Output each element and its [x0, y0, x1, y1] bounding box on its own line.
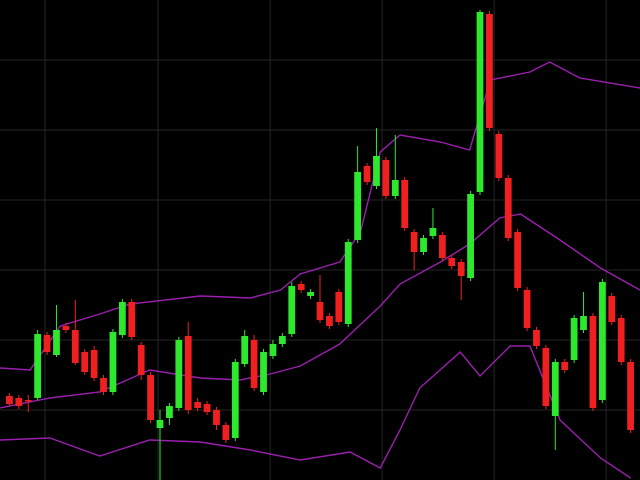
candle-body — [166, 406, 173, 418]
candle-body — [391, 180, 399, 196]
candle-body — [410, 232, 418, 252]
candle-body — [523, 290, 531, 328]
candle-body — [147, 375, 154, 420]
candle-body — [53, 330, 60, 355]
candle-body — [184, 336, 192, 410]
candle-body — [486, 14, 493, 128]
candle-body — [457, 262, 465, 276]
candle-body — [344, 242, 352, 324]
candle-body — [260, 352, 267, 392]
candle-body — [438, 235, 446, 258]
candle-body — [542, 348, 550, 406]
candle-body — [222, 425, 230, 440]
candle-body — [194, 402, 202, 408]
candle-body — [570, 318, 578, 360]
candle-body — [448, 258, 456, 266]
candle-body — [326, 316, 333, 326]
candle-body — [278, 336, 286, 344]
candle-body — [598, 282, 606, 400]
candle-body — [373, 156, 380, 186]
candle-body — [363, 166, 371, 182]
candle-body — [429, 228, 437, 236]
candle-body — [15, 398, 23, 406]
candle-body — [307, 292, 314, 296]
band-line — [0, 345, 631, 479]
candle-body — [128, 302, 136, 337]
candle-body — [213, 410, 220, 425]
candle-body — [316, 302, 324, 320]
candle-body — [24, 400, 32, 402]
candle-body — [90, 350, 98, 378]
candle-body — [514, 232, 522, 288]
candle-body — [203, 404, 211, 412]
candle-body — [109, 332, 117, 392]
candle-body — [297, 284, 305, 290]
candle-body — [382, 160, 390, 196]
candle-body — [467, 194, 474, 278]
candle-body — [250, 340, 258, 388]
candle-body — [175, 340, 183, 408]
candle-body — [71, 330, 79, 363]
candle-body — [617, 318, 625, 362]
candle-body — [420, 238, 427, 252]
candle-body — [62, 326, 70, 330]
candle-body — [137, 345, 145, 375]
candle-body — [269, 344, 277, 356]
candle-body — [43, 335, 51, 352]
candle-body — [627, 362, 634, 430]
candle-body — [231, 362, 239, 438]
candle-body — [608, 296, 616, 322]
candle-body — [156, 420, 164, 428]
candle-body — [551, 362, 559, 416]
candle-body — [81, 352, 89, 372]
candle-body — [118, 302, 126, 335]
candle-body — [589, 316, 597, 408]
candle-body — [241, 336, 249, 364]
candle-body — [580, 316, 587, 330]
candle-body — [504, 178, 512, 238]
candle-body — [401, 180, 409, 228]
candle-body — [561, 362, 569, 370]
candle-body — [354, 172, 362, 240]
candle-body — [476, 12, 484, 192]
candle-body — [6, 396, 13, 404]
candle-body — [288, 286, 296, 334]
candle-body — [100, 378, 107, 392]
candle-body — [34, 334, 42, 398]
candle-body — [533, 330, 540, 346]
candle-body — [495, 134, 503, 178]
candle-body — [335, 292, 343, 322]
